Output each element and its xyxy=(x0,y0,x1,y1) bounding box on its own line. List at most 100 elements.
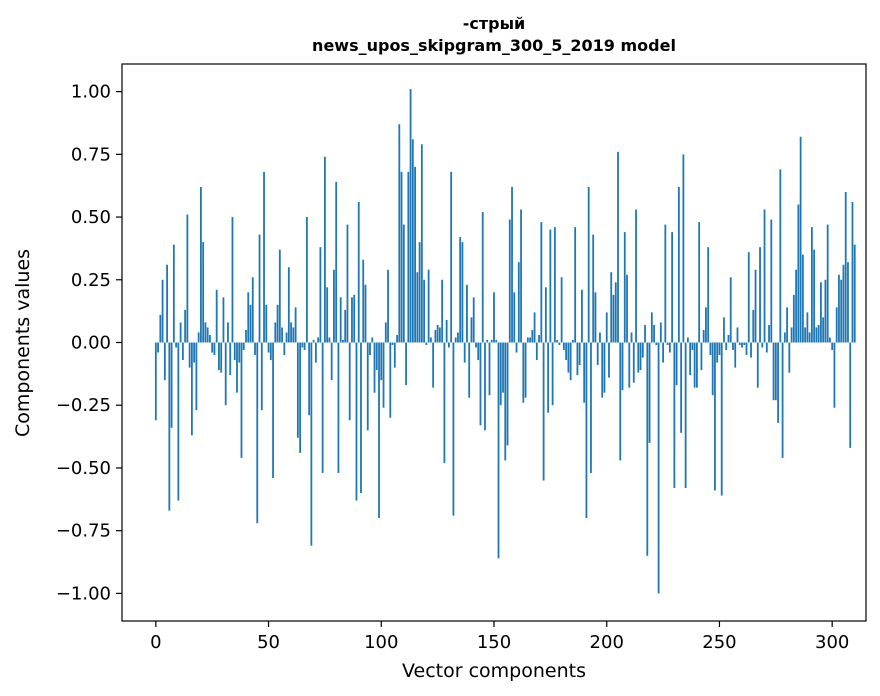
bar xyxy=(459,237,462,343)
bar xyxy=(799,136,802,343)
bar xyxy=(526,337,529,343)
bar xyxy=(508,219,511,343)
bar xyxy=(193,342,196,363)
bar xyxy=(747,252,750,343)
bar xyxy=(675,342,678,386)
y-tick-label: 0.25 xyxy=(71,270,111,291)
bar xyxy=(535,342,538,361)
bar xyxy=(592,234,595,343)
bar xyxy=(172,244,175,343)
bar xyxy=(655,342,658,346)
bar xyxy=(562,342,565,351)
bar xyxy=(754,269,757,343)
bar xyxy=(572,339,574,343)
bar xyxy=(621,342,624,391)
bar xyxy=(202,242,205,343)
bar xyxy=(161,279,164,343)
bar xyxy=(220,342,223,373)
bar xyxy=(590,342,592,473)
bar xyxy=(445,319,448,343)
bar xyxy=(698,222,701,343)
bar xyxy=(653,324,655,343)
bar xyxy=(808,332,811,343)
bar xyxy=(709,342,712,356)
x-axis-ticks: 0 50 100 150 200 250 300 xyxy=(150,621,849,653)
bar xyxy=(400,171,403,343)
bar xyxy=(612,294,615,343)
bar xyxy=(547,342,550,413)
bar xyxy=(792,294,795,343)
bar xyxy=(711,342,714,396)
bar xyxy=(391,342,394,346)
bar xyxy=(222,297,225,343)
bar xyxy=(619,342,622,461)
bar xyxy=(314,342,317,363)
bar xyxy=(276,304,279,343)
bar xyxy=(342,339,344,343)
bar xyxy=(718,342,721,356)
bar xyxy=(362,259,365,343)
bar xyxy=(452,342,455,516)
bar xyxy=(454,337,457,343)
bar xyxy=(664,224,667,343)
bar xyxy=(267,342,270,353)
bar xyxy=(829,337,831,343)
y-tick-label: −0.25 xyxy=(56,395,111,416)
bar xyxy=(218,342,220,371)
bars-group xyxy=(154,89,856,594)
bar xyxy=(468,342,471,398)
bar xyxy=(750,342,752,358)
bar xyxy=(783,332,786,343)
bar xyxy=(851,202,854,343)
bar xyxy=(213,342,216,356)
bar xyxy=(251,277,254,343)
bar xyxy=(684,342,687,489)
bar xyxy=(168,342,171,511)
bar xyxy=(533,312,536,343)
bar xyxy=(707,247,710,343)
bar xyxy=(853,244,856,343)
bar xyxy=(436,324,439,343)
bar xyxy=(795,269,798,343)
bar xyxy=(781,342,784,458)
bar xyxy=(520,209,522,343)
bar xyxy=(290,322,292,343)
bar xyxy=(366,342,369,431)
bar xyxy=(626,274,628,343)
y-tick-label: 1.00 xyxy=(71,82,111,103)
bar xyxy=(786,307,788,343)
bar xyxy=(405,342,407,386)
bar xyxy=(177,342,180,501)
bar xyxy=(673,342,676,489)
bar xyxy=(840,279,843,343)
bar xyxy=(479,342,482,426)
bar xyxy=(761,342,764,348)
y-axis-label: Components values xyxy=(12,249,34,437)
bar xyxy=(608,342,610,378)
y-tick-label: −1.00 xyxy=(56,583,111,604)
bar xyxy=(729,277,732,343)
bar xyxy=(666,342,669,346)
bar xyxy=(689,342,692,376)
bar xyxy=(644,324,646,343)
bar xyxy=(215,289,218,343)
bar xyxy=(429,337,432,343)
y-tick-label: 0.50 xyxy=(71,207,111,228)
x-tick-label: 0 xyxy=(150,632,161,653)
bar xyxy=(204,322,207,343)
bar xyxy=(599,332,601,343)
bar xyxy=(650,312,653,343)
bar xyxy=(702,329,705,343)
bar xyxy=(416,272,419,343)
bar xyxy=(639,342,642,371)
bar xyxy=(484,342,486,431)
bar xyxy=(671,232,674,343)
bar xyxy=(263,171,265,343)
bar xyxy=(605,312,608,343)
bar xyxy=(601,342,604,398)
bar xyxy=(317,337,320,343)
bar xyxy=(822,317,825,343)
bar xyxy=(438,327,441,343)
bar xyxy=(752,309,755,343)
bar xyxy=(567,342,570,373)
